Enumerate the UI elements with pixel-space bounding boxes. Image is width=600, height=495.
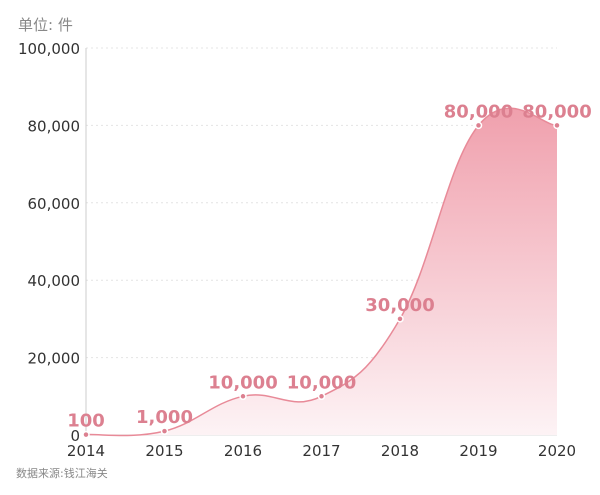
area-fill (86, 108, 557, 436)
data-point (317, 392, 326, 401)
x-tick-label: 2016 (224, 442, 262, 460)
y-tick-label: 40,000 (28, 272, 81, 290)
x-tick-label: 2019 (459, 442, 497, 460)
data-label: 10,000 (287, 372, 356, 393)
data-point (474, 121, 483, 130)
unit-label: 单位: 件 (18, 16, 73, 34)
data-point (396, 315, 404, 323)
data-label: 80,000 (522, 101, 591, 122)
data-label: 10,000 (208, 372, 277, 393)
y-tick-label: 60,000 (28, 195, 81, 213)
x-tick-label: 2014 (67, 442, 105, 460)
data-label: 30,000 (365, 295, 434, 316)
data-point (160, 427, 169, 435)
y-tick-label: 80,000 (28, 117, 81, 135)
x-tick-label: 2017 (302, 442, 340, 460)
y-tick-label: 20,000 (28, 350, 81, 368)
data-point (553, 121, 561, 130)
data-point (239, 392, 247, 401)
x-tick-label: 2015 (145, 442, 183, 460)
x-tick-label: 2018 (381, 442, 419, 460)
data-label: 100 (67, 411, 105, 432)
data-label: 80,000 (444, 101, 513, 122)
x-tick-label: 2020 (538, 442, 576, 460)
source-note: 数据来源:钱江海关 (16, 467, 108, 480)
y-tick-label: 0 (70, 427, 80, 445)
y-tick-label: 100,000 (18, 40, 80, 58)
data-label: 1,000 (136, 407, 193, 428)
data-point (82, 430, 90, 439)
